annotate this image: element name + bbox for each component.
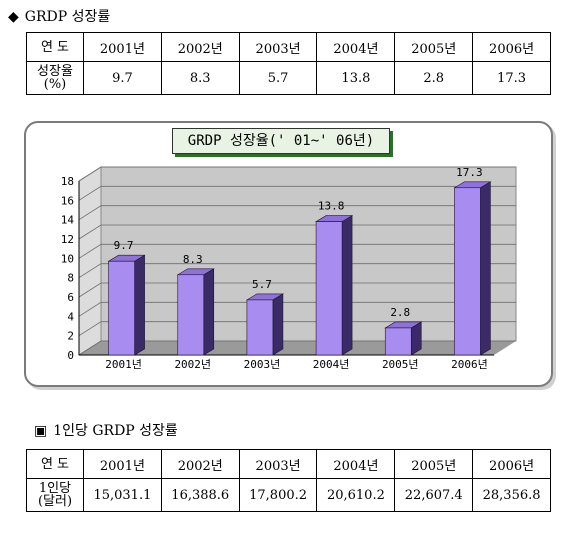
bar-side <box>134 254 145 356</box>
value-cell: 9.7 <box>83 61 162 95</box>
square-icon: ▣ <box>34 423 48 439</box>
x-tick-label: 2003년 <box>244 358 281 371</box>
y-tick-label: 10 <box>61 252 74 265</box>
chart-title: GRDP 성장율(' 01~' 06년) <box>172 128 390 154</box>
y-tick-label: 0 <box>67 349 74 362</box>
bar-side <box>341 215 353 356</box>
data-label: 17.3 <box>456 166 483 179</box>
section1-title: GRDP 성장률 <box>24 9 111 25</box>
y-tick-label: 2 <box>67 330 74 343</box>
growth-rate-table: 연 도 2001년 2002년 2003년 2004년 2005년 2006년 … <box>26 32 551 95</box>
year-cell: 2004년 <box>316 32 396 62</box>
value-cell: 16,388.6 <box>160 478 240 512</box>
section2-heading: ▣ 1인당 GRDP 성장률 <box>34 420 178 440</box>
table-header-row: 연 도 2001년 2002년 2003년 2004년 2005년 2006년 <box>26 449 551 479</box>
data-label: 9.7 <box>114 239 134 252</box>
value-cell: 17.3 <box>472 61 551 95</box>
value-cell: 22,607.4 <box>394 478 474 512</box>
y-tick-label: 16 <box>61 194 74 207</box>
table-row: 성장율 (%) 9.7 8.3 5.7 13.8 2.8 17.3 <box>26 61 551 95</box>
chart-back-wall <box>100 166 517 342</box>
section1-heading: ◆ GRDP 성장률 <box>8 6 110 26</box>
year-cell: 2006년 <box>472 449 551 479</box>
bar <box>108 260 135 356</box>
x-tick-label: 2005년 <box>382 358 419 371</box>
bar <box>246 299 274 356</box>
row-label-cell: 성장율 (%) <box>26 61 84 95</box>
x-tick-label: 2006년 <box>451 358 488 371</box>
value-cell: 17,800.2 <box>238 478 318 512</box>
bar-side <box>272 293 284 356</box>
y-tick-label: 6 <box>67 291 74 304</box>
x-tick-label: 2002년 <box>174 358 211 371</box>
bar-side <box>480 181 491 356</box>
bar <box>177 274 205 356</box>
chart-side-wall <box>78 166 102 356</box>
value-cell: 15,031.1 <box>83 478 162 512</box>
value-cell: 28,356.8 <box>472 478 551 512</box>
gridline <box>78 166 516 182</box>
row-label: 1인당 (달러) <box>37 481 73 509</box>
data-label: 8.3 <box>183 253 203 266</box>
section2-title: 1인당 GRDP 성장률 <box>53 423 178 439</box>
gridline <box>78 340 516 356</box>
y-tick-label: 12 <box>61 233 74 246</box>
year-header-cell: 연 도 <box>26 32 84 62</box>
year-cell: 2004년 <box>316 449 396 479</box>
gridline <box>78 224 516 240</box>
x-tick-label: 2001년 <box>105 358 142 371</box>
per-capita-table: 연 도 2001년 2002년 2003년 2004년 2005년 2006년 … <box>26 449 551 512</box>
year-cell: 2003년 <box>238 32 318 62</box>
x-tick-label: 2004년 <box>313 358 350 371</box>
year-cell: 2005년 <box>394 32 474 62</box>
gridline <box>78 205 516 221</box>
data-label: 2.8 <box>390 306 410 319</box>
bar-side <box>203 268 215 356</box>
gridline <box>78 282 516 298</box>
growth-chart: 0 2 4 6 8 10 12 14 16 18 9.7 2001년 8.3 2002년 5.7 2003년 1… <box>61 166 517 371</box>
y-tick-label: 14 <box>61 214 75 227</box>
year-cell: 2002년 <box>160 449 240 479</box>
y-tick-label: 4 <box>67 310 74 323</box>
gridline <box>78 263 516 279</box>
bar <box>315 221 343 356</box>
year-cell: 2005년 <box>394 449 474 479</box>
y-tick-label: 8 <box>67 272 74 285</box>
year-cell: 2001년 <box>83 449 162 479</box>
bar <box>454 187 481 356</box>
year-cell: 2003년 <box>238 449 318 479</box>
row-label-cell: 1인당 (달러) <box>26 478 84 512</box>
gridline <box>78 185 516 201</box>
table-row: 1인당 (달러) 15,031.1 16,388.6 17,800.2 20,6… <box>26 478 551 512</box>
data-label: 13.8 <box>318 200 345 213</box>
data-label: 5.7 <box>252 278 272 291</box>
bar <box>384 327 412 356</box>
year-header-cell: 연 도 <box>26 449 84 479</box>
y-tick-label: 18 <box>61 175 74 188</box>
gridline <box>78 301 516 317</box>
value-cell: 20,610.2 <box>316 478 396 512</box>
value-cell: 8.3 <box>160 61 240 95</box>
gridline <box>78 243 516 259</box>
diamond-icon: ◆ <box>8 9 19 25</box>
gridline <box>78 321 516 337</box>
year-cell: 2001년 <box>83 32 162 62</box>
value-cell: 2.8 <box>394 61 474 95</box>
row-label: 성장율 (%) <box>37 64 73 92</box>
